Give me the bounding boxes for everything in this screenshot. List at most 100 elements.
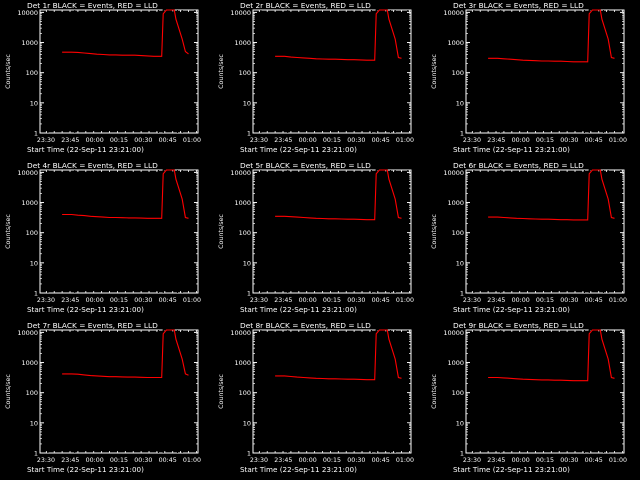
x-tick-label: 23:30: [37, 137, 55, 144]
detector-panel: Det 3r BLACK = Events, RED = LLD 1 10 100 10…: [426, 0, 639, 160]
detector-chart: Det 7r BLACK = Events, RED = LLD 1 10 100 10…: [5, 321, 201, 474]
x-tick-label: 00:00: [86, 457, 104, 464]
events-series-line: [275, 329, 380, 390]
y-axis-title: Counts/sec: [5, 214, 12, 249]
x-tick-label: 00:15: [536, 457, 554, 464]
detector-panel: Det 9r BLACK = Events, RED = LLD 1 10 100 10…: [426, 320, 639, 480]
plot-frame: [465, 329, 625, 454]
chart-title: Det 2r BLACK = Events, RED = LLD: [240, 1, 371, 10]
flare-bracket-marker: [589, 11, 599, 17]
x-tick-label: 23:45: [487, 137, 505, 144]
y-tick-label: 10000: [443, 9, 464, 17]
x-tick-label: 00:30: [134, 457, 152, 464]
y-tick-label: 100: [452, 389, 464, 397]
y-tick-label: 1: [460, 290, 464, 298]
chart-title: Det 5r BLACK = Events, RED = LLD: [240, 161, 371, 170]
y-tick-label: 10000: [443, 329, 464, 337]
y-tick-label: 10: [456, 259, 464, 267]
y-tick-label: 1000: [447, 199, 464, 207]
plot-frame: [39, 9, 199, 134]
y-tick-label: 100: [239, 389, 251, 397]
x-tick-label: 00:00: [299, 297, 317, 304]
x-tick-label: 23:45: [274, 137, 292, 144]
x-axis-title: Start Time (22-Sep-11 23:21:00): [240, 465, 357, 474]
y-tick-label: 1: [34, 450, 38, 458]
events-series-line: [488, 329, 593, 391]
y-tick-label: 1000: [21, 359, 38, 367]
plot-frame: [465, 169, 625, 294]
y-tick-label: 10: [243, 259, 251, 267]
y-tick-label: 1000: [21, 199, 38, 207]
lld-series-line: [62, 169, 189, 219]
x-tick-label: 01:00: [183, 457, 201, 464]
x-tick-label: 01:00: [183, 137, 201, 144]
x-tick-label: 00:30: [560, 457, 578, 464]
chart-title: Det 6r BLACK = Events, RED = LLD: [453, 161, 584, 170]
x-tick-label: 23:30: [37, 297, 55, 304]
plot-frame: [252, 9, 412, 134]
y-tick-label: 10000: [443, 169, 464, 177]
flare-bracket-marker: [163, 171, 173, 177]
y-axis-title: Counts/sec: [218, 214, 225, 249]
x-axis-title: Start Time (22-Sep-11 23:21:00): [27, 465, 144, 474]
x-tick-label: 23:30: [250, 297, 268, 304]
x-tick-label: 00:45: [585, 457, 603, 464]
detector-panel: Det 2r BLACK = Events, RED = LLD 1 10 100 10…: [213, 0, 426, 160]
x-tick-label: 23:30: [250, 457, 268, 464]
events-series-line: [275, 169, 380, 230]
lld-series-line: [62, 9, 189, 57]
x-tick-label: 01:00: [396, 297, 414, 304]
flare-bracket-marker: [589, 171, 599, 177]
x-tick-label: 00:30: [347, 457, 365, 464]
x-tick-label: 01:00: [609, 457, 627, 464]
y-axis-title: Counts/sec: [431, 214, 438, 249]
y-tick-label: 1: [460, 450, 464, 458]
events-series-line: [488, 9, 593, 71]
x-tick-label: 00:15: [323, 457, 341, 464]
y-tick-label: 1: [247, 290, 251, 298]
x-tick-label: 23:30: [463, 457, 481, 464]
plot-frame: [252, 169, 412, 294]
plot-frame: [465, 9, 625, 134]
x-tick-label: 00:45: [585, 137, 603, 144]
y-tick-label: 1000: [447, 39, 464, 47]
plot-frame: [252, 329, 412, 454]
x-tick-label: 00:30: [134, 297, 152, 304]
x-axis-title: Start Time (22-Sep-11 23:21:00): [453, 145, 570, 154]
y-tick-label: 100: [26, 389, 38, 397]
x-tick-label: 00:15: [323, 137, 341, 144]
chart-title: Det 7r BLACK = Events, RED = LLD: [27, 321, 158, 330]
x-tick-label: 00:45: [159, 457, 177, 464]
y-axis-title: Counts/sec: [431, 374, 438, 409]
x-tick-label: 23:30: [37, 457, 55, 464]
x-tick-label: 01:00: [396, 457, 414, 464]
y-tick-label: 100: [239, 229, 251, 237]
x-tick-label: 01:00: [609, 137, 627, 144]
flare-bracket-marker: [163, 331, 173, 337]
x-tick-label: 23:45: [274, 457, 292, 464]
detector-chart: Det 6r BLACK = Events, RED = LLD 1 10 100 10…: [431, 161, 627, 314]
y-axis-title: Counts/sec: [218, 54, 225, 89]
y-tick-label: 1000: [234, 359, 251, 367]
detector-panel: Det 1r BLACK = Events, RED = LLD 1 10 100 10…: [0, 0, 213, 160]
flare-bracket-marker: [589, 331, 599, 337]
y-tick-label: 10: [243, 99, 251, 107]
y-tick-label: 10: [456, 99, 464, 107]
x-axis-title: Start Time (22-Sep-11 23:21:00): [240, 145, 357, 154]
x-tick-label: 23:30: [463, 297, 481, 304]
chart-title: Det 1r BLACK = Events, RED = LLD: [27, 1, 158, 10]
x-axis-title: Start Time (22-Sep-11 23:21:00): [240, 305, 357, 314]
y-tick-label: 10000: [17, 169, 38, 177]
x-tick-label: 00:45: [585, 297, 603, 304]
y-tick-label: 10: [456, 419, 464, 427]
chart-title: Det 9r BLACK = Events, RED = LLD: [453, 321, 584, 330]
detector-chart: Det 2r BLACK = Events, RED = LLD 1 10 100 10…: [218, 1, 414, 154]
events-series-line: [488, 169, 593, 230]
y-tick-label: 10000: [230, 169, 251, 177]
x-axis-title: Start Time (22-Sep-11 23:21:00): [453, 305, 570, 314]
detector-panel: Det 5r BLACK = Events, RED = LLD 1 10 100 10…: [213, 160, 426, 320]
x-tick-label: 23:45: [487, 457, 505, 464]
detector-panel: Det 4r BLACK = Events, RED = LLD 1 10 100 10…: [0, 160, 213, 320]
y-tick-label: 1000: [447, 359, 464, 367]
y-tick-label: 10: [30, 99, 38, 107]
